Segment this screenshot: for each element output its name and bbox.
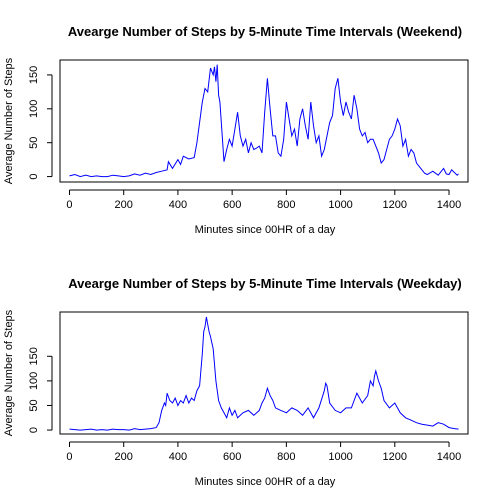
y-tick-label: 50 [28, 399, 40, 411]
x-tick-label: 400 [169, 451, 187, 463]
x-tick-label: 1200 [383, 199, 407, 211]
x-tick-label: 1200 [383, 451, 407, 463]
series-line-weekend [69, 64, 459, 178]
y-tick-label: 150 [28, 347, 40, 365]
x-tick-label: 800 [277, 199, 295, 211]
series-line-weekday [69, 316, 459, 431]
x-tick-label: 0 [66, 199, 72, 211]
plot-area-frame [59, 311, 469, 435]
weekday-panel: Avearge Number of Steps by 5-Minute Time… [3, 276, 469, 488]
chart-title: Avearge Number of Steps by 5-Minute Time… [68, 276, 462, 291]
y-axis-label: Average Number of Steps [3, 309, 15, 436]
x-tick-label: 1400 [437, 199, 461, 211]
plot-area-frame [59, 59, 469, 183]
y-tick-label: 50 [28, 137, 40, 149]
x-tick-label: 1000 [328, 451, 352, 463]
x-axis: 0 200 400 600 800 1000 1200 1400 [66, 189, 461, 211]
y-tick-label: 100 [28, 372, 40, 390]
chart-title: Avearge Number of Steps by 5-Minute Time… [68, 24, 462, 39]
x-tick-label: 1000 [328, 199, 352, 211]
x-tick-label: 1400 [437, 451, 461, 463]
y-tick-label: 0 [28, 427, 40, 433]
x-tick-label: 600 [223, 199, 241, 211]
x-tick-label: 200 [115, 451, 133, 463]
x-tick-label: 0 [66, 451, 72, 463]
x-tick-label: 400 [169, 199, 187, 211]
y-tick-label: 100 [28, 100, 40, 118]
y-tick-label: 150 [28, 66, 40, 84]
x-tick-label: 800 [277, 451, 295, 463]
x-axis-label: Minutes since 00HR of a day [195, 224, 336, 236]
x-axis-label: Minutes since 00HR of a day [195, 476, 336, 488]
x-tick-label: 200 [115, 199, 133, 211]
weekend-panel: Avearge Number of Steps by 5-Minute Time… [3, 24, 469, 236]
y-axis-label: Average Number of Steps [3, 57, 15, 184]
y-axis: 0 50 100 150 [28, 347, 53, 433]
y-axis: 0 50 100 150 [28, 66, 53, 180]
x-axis: 0 200 400 600 800 1000 1200 1400 [66, 441, 461, 463]
x-tick-label: 600 [223, 451, 241, 463]
y-tick-label: 0 [28, 174, 40, 180]
